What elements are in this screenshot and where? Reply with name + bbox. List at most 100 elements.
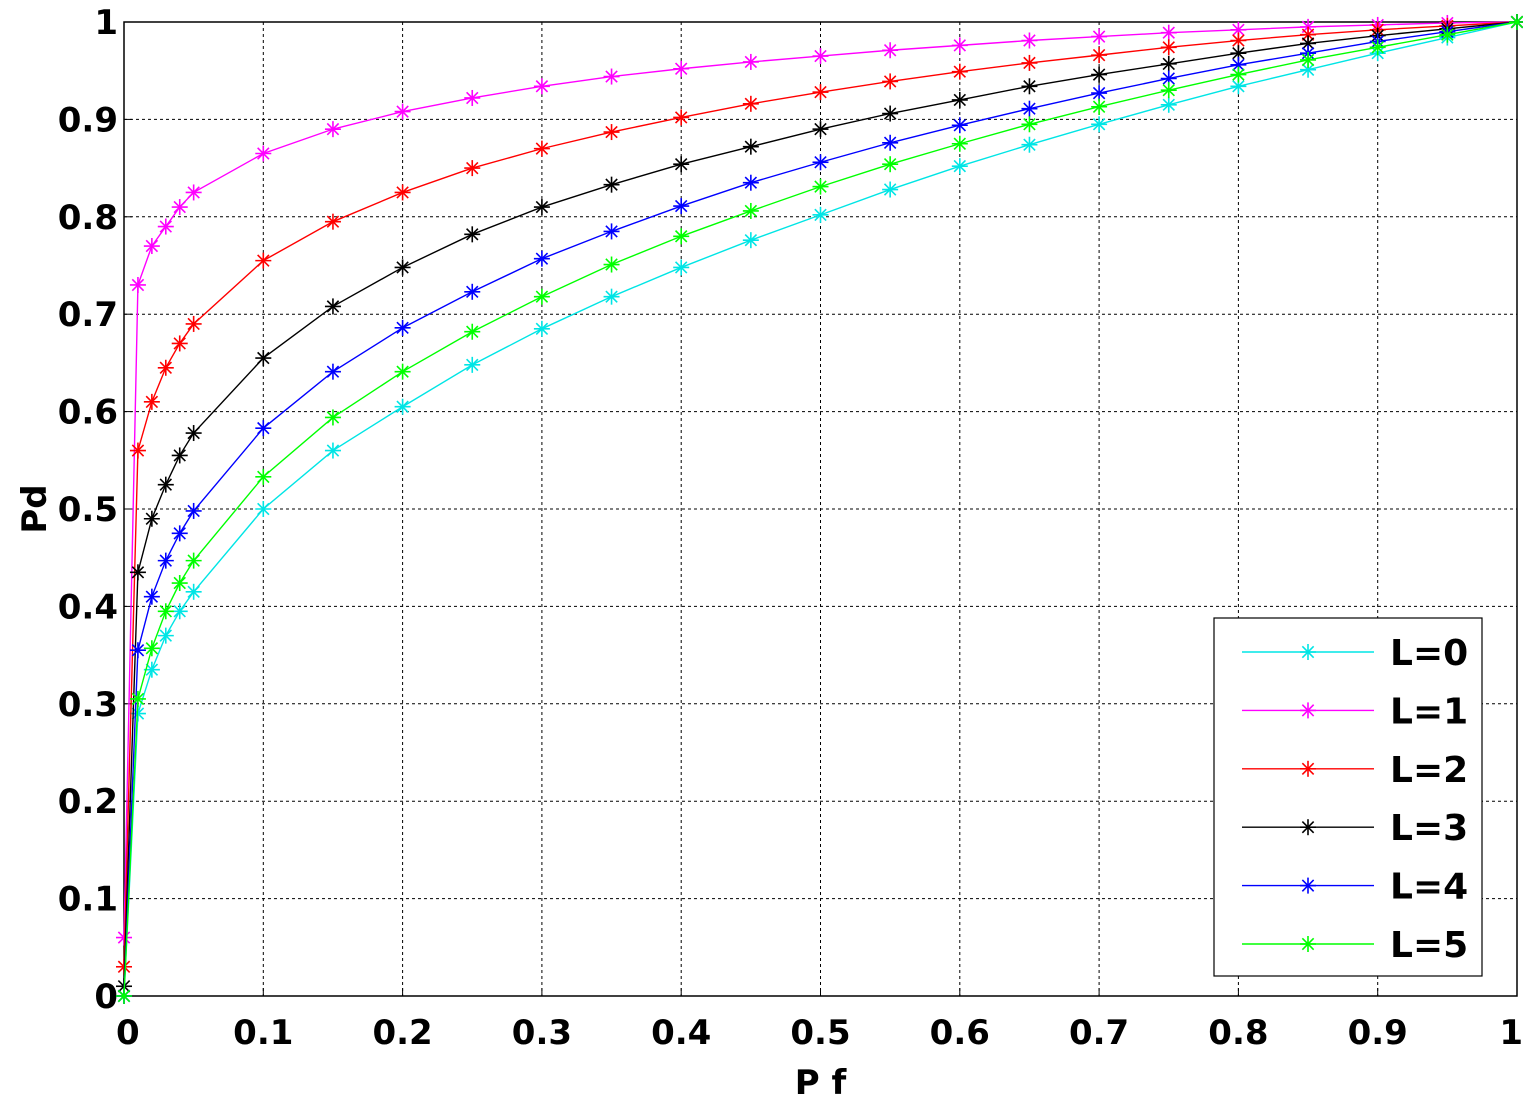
- data-point-l-5: [882, 156, 899, 173]
- data-point-l-1: [812, 48, 829, 65]
- marker-stroke: [173, 605, 186, 618]
- data-point-l-4: [882, 134, 899, 151]
- data-point-l-3: [324, 298, 341, 315]
- data-point-l-4: [1021, 100, 1038, 117]
- marker-stroke: [1301, 879, 1315, 892]
- data-point-l-2: [394, 184, 411, 201]
- marker-stroke: [159, 478, 173, 491]
- data-point-l-3: [1160, 55, 1177, 72]
- legend-marker-l-0: [1300, 644, 1316, 660]
- marker-stroke: [1023, 34, 1036, 47]
- x-tick-label: 0.5: [790, 1013, 850, 1053]
- marker-stroke: [605, 125, 618, 139]
- marker-stroke: [131, 692, 145, 706]
- marker-stroke: [1510, 15, 1523, 29]
- marker-stroke: [674, 261, 688, 274]
- marker-stroke: [396, 400, 409, 413]
- data-point-l-0: [171, 603, 188, 620]
- y-tick-label: 0.8: [58, 198, 118, 238]
- marker-stroke: [1371, 41, 1384, 54]
- marker-stroke: [1092, 30, 1106, 43]
- data-point-l-3: [603, 176, 620, 193]
- data-point-l-4: [394, 319, 411, 336]
- data-point-l-4: [742, 174, 759, 191]
- data-point-l-4: [812, 154, 829, 171]
- data-point-l-2: [185, 315, 202, 332]
- marker-stroke: [131, 444, 145, 457]
- x-tick-label: 0.8: [1208, 1013, 1268, 1053]
- marker-stroke: [1301, 645, 1315, 659]
- data-point-l-1: [394, 103, 411, 120]
- legend-marker-l-3: [1300, 819, 1316, 836]
- marker-stroke: [814, 208, 827, 222]
- data-point-l-4: [951, 117, 968, 134]
- data-point-l-0: [533, 320, 550, 337]
- data-point-l-4: [255, 420, 272, 437]
- x-tick-label: 0.7: [1069, 1013, 1129, 1053]
- marker-stroke: [326, 122, 340, 136]
- data-point-l-1: [1091, 28, 1108, 45]
- marker-stroke: [535, 290, 549, 303]
- data-point-l-5: [394, 363, 411, 380]
- data-point-l-5: [157, 603, 174, 620]
- marker-stroke: [1023, 56, 1036, 70]
- data-point-l-1: [1160, 24, 1177, 41]
- data-point-l-1: [255, 145, 272, 162]
- x-tick-label: 0.4: [651, 1013, 711, 1053]
- x-tick-label: 1: [1499, 1013, 1523, 1053]
- data-point-l-2: [171, 335, 188, 352]
- marker-stroke: [187, 317, 200, 331]
- data-point-l-3: [394, 259, 411, 276]
- y-axis-label: Pd: [15, 484, 55, 533]
- marker-stroke: [1023, 138, 1036, 151]
- data-point-l-5: [116, 988, 132, 1004]
- data-point-l-1: [171, 199, 188, 216]
- marker-stroke: [1092, 68, 1106, 81]
- marker-stroke: [466, 228, 479, 241]
- data-point-l-5: [812, 178, 829, 195]
- marker-stroke: [814, 49, 827, 63]
- data-point-l-2: [1021, 54, 1038, 71]
- data-point-l-5: [603, 256, 620, 273]
- marker-stroke: [1092, 48, 1106, 62]
- marker-stroke: [883, 157, 897, 171]
- marker-stroke: [535, 142, 549, 155]
- data-point-l-4: [143, 588, 160, 605]
- marker-stroke: [674, 111, 688, 124]
- data-point-l-4: [673, 198, 690, 215]
- marker-stroke: [1162, 41, 1175, 54]
- data-point-l-4: [171, 525, 188, 542]
- data-point-l-2: [673, 109, 690, 126]
- data-point-l-5: [1369, 39, 1386, 56]
- data-point-l-2: [143, 393, 160, 410]
- data-point-l-0: [255, 501, 272, 517]
- data-point-l-2: [882, 73, 899, 90]
- marker-stroke: [1301, 53, 1315, 67]
- marker-stroke: [187, 504, 200, 518]
- data-point-l-2: [1160, 39, 1177, 56]
- marker-stroke: [953, 159, 967, 173]
- legend-label-l-5: L=5: [1390, 925, 1468, 966]
- x-tick-label: 0.6: [930, 1013, 990, 1053]
- marker-stroke: [187, 186, 200, 199]
- marker-stroke: [1232, 68, 1245, 81]
- y-tick-label: 0: [94, 977, 118, 1017]
- data-point-l-0: [1091, 116, 1108, 133]
- data-point-l-4: [1091, 85, 1108, 102]
- data-point-l-0: [464, 356, 481, 373]
- data-point-l-3: [673, 156, 690, 173]
- marker-stroke: [466, 161, 479, 175]
- data-point-l-2: [464, 160, 481, 177]
- data-point-l-0: [673, 259, 690, 276]
- data-point-l-1: [603, 68, 620, 85]
- data-point-l-5: [951, 135, 968, 152]
- marker-stroke: [326, 444, 340, 457]
- marker-stroke: [744, 233, 758, 247]
- y-tick-label: 0.7: [58, 295, 118, 335]
- data-point-l-5: [1300, 51, 1317, 68]
- data-point-l-4: [533, 250, 550, 267]
- data-point-l-1: [143, 238, 160, 255]
- marker-stroke: [953, 39, 967, 52]
- data-point-l-5: [171, 575, 188, 592]
- legend-entry-l-2: L=2: [1242, 750, 1468, 791]
